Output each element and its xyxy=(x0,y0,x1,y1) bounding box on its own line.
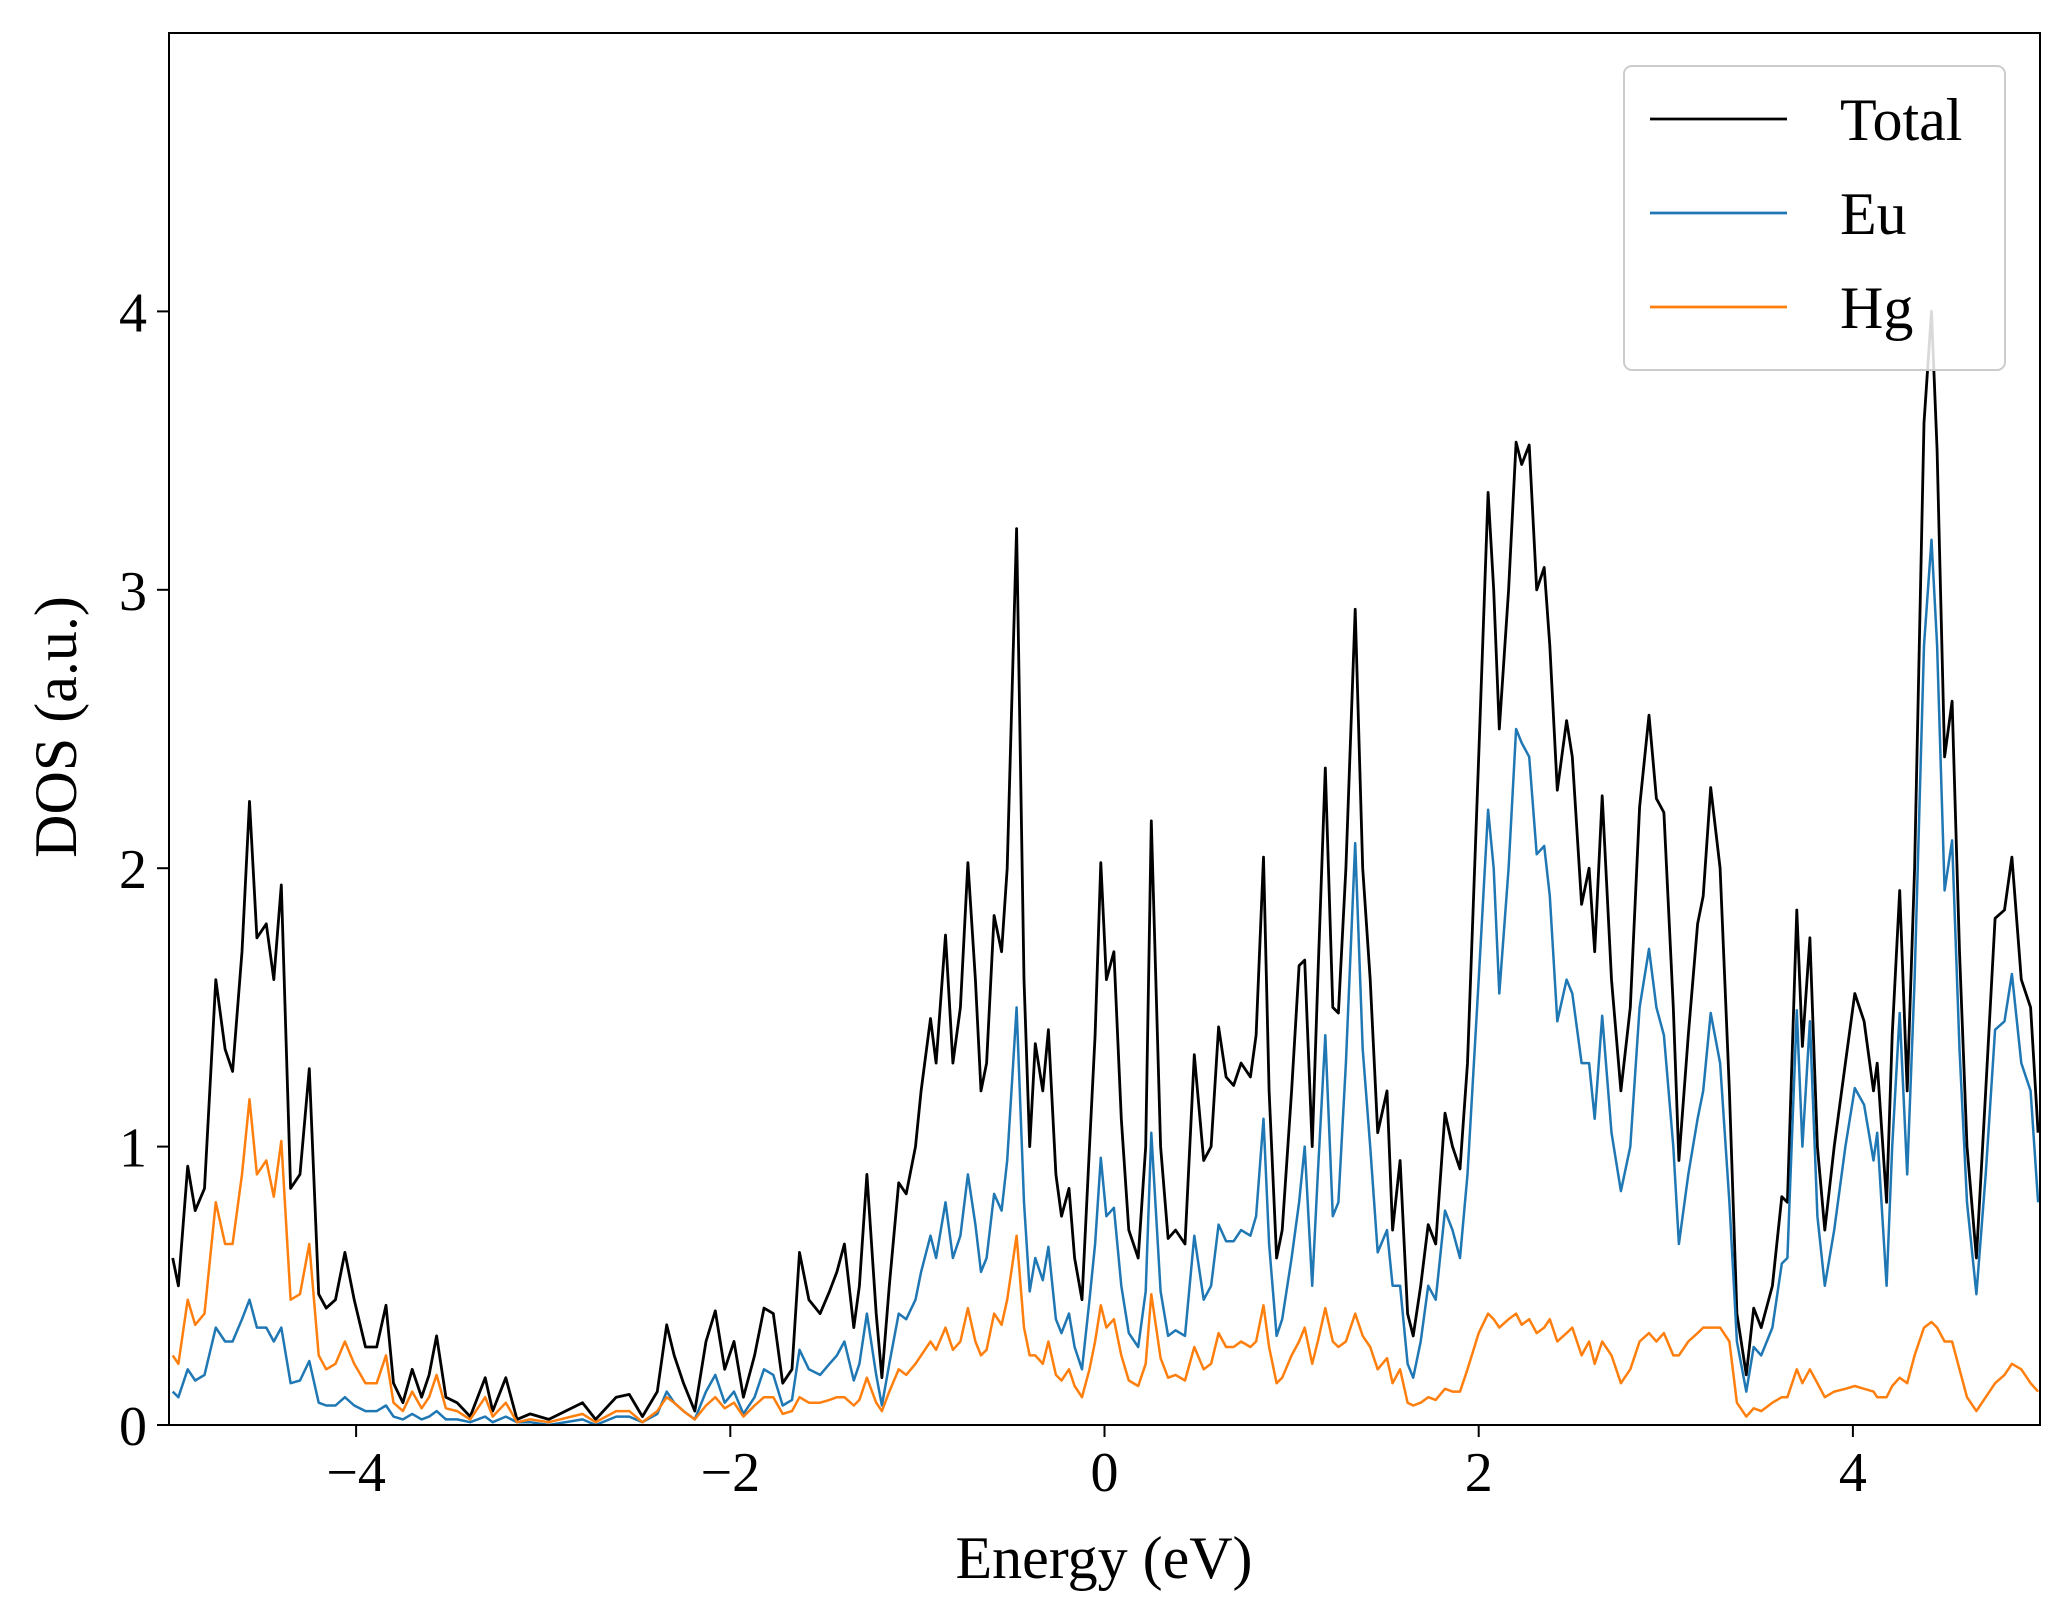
x-tick-label: 4 xyxy=(1839,1442,1867,1504)
series-line xyxy=(171,309,2040,1421)
y-tick-label: 0 xyxy=(119,1396,147,1458)
legend-box xyxy=(1623,65,2006,371)
x-tick-label: −2 xyxy=(701,1442,761,1504)
x-tick-label: 2 xyxy=(1465,1442,1493,1504)
legend-label: Hg xyxy=(1840,275,1913,341)
series-line xyxy=(171,1098,2040,1424)
y-tick-label: 4 xyxy=(119,282,147,344)
y-tick-label: 3 xyxy=(119,561,147,623)
x-axis-label: Energy (eV) xyxy=(955,1525,1252,1591)
y-axis-label: DOS (a.u.) xyxy=(23,596,89,858)
legend-label: Total xyxy=(1840,87,1962,153)
series-line xyxy=(171,538,2040,1425)
x-tick-label: 0 xyxy=(1091,1442,1119,1504)
y-tick-label: 2 xyxy=(119,839,147,901)
x-tick-label: −4 xyxy=(326,1442,386,1504)
y-tick-label: 1 xyxy=(119,1118,147,1180)
legend-label: Eu xyxy=(1840,181,1907,247)
